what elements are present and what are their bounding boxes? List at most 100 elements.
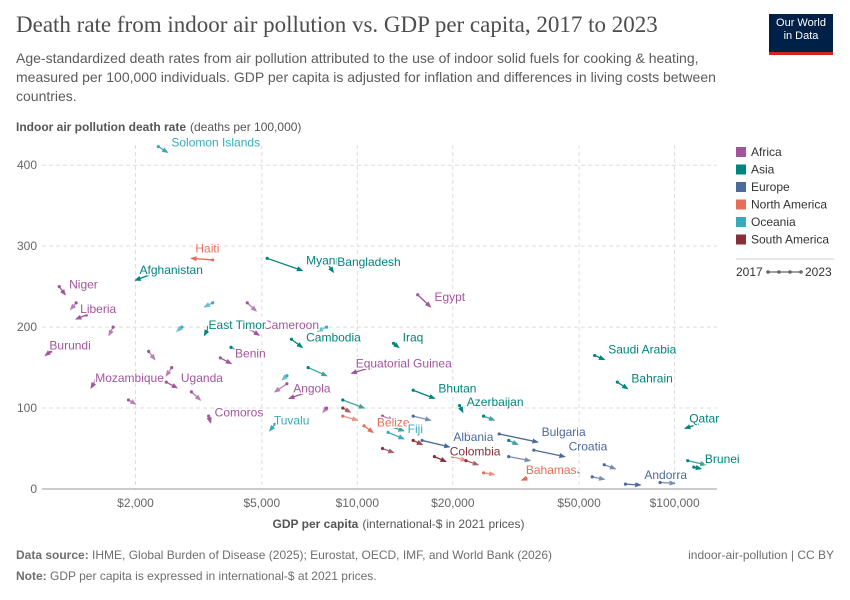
trajectory xyxy=(465,460,480,466)
trajectory xyxy=(412,389,436,399)
country-label: Bhutan xyxy=(438,381,476,395)
time-legend-dot xyxy=(788,270,792,274)
start-dot xyxy=(245,301,249,305)
trajectory xyxy=(594,354,606,361)
start-dot xyxy=(562,467,567,471)
country-label: Bahrain xyxy=(631,372,672,386)
country-label: Brunei xyxy=(705,452,740,466)
start-dot xyxy=(324,406,329,410)
trajectory xyxy=(342,415,359,422)
country-label: Bangladesh xyxy=(337,255,400,269)
start-dot xyxy=(273,422,277,426)
legend-label: South America xyxy=(751,233,829,247)
x-tick-label: $2,000 xyxy=(117,496,154,510)
start-dot xyxy=(411,414,415,418)
y-tick-label: 400 xyxy=(17,158,37,172)
start-dot xyxy=(74,301,78,305)
y-tick-label: 0 xyxy=(30,482,37,496)
start-dot xyxy=(94,378,98,382)
x-tick-label: $10,000 xyxy=(336,496,380,510)
source-label: Data source: xyxy=(16,548,89,562)
start-dot xyxy=(481,471,486,475)
start-dot xyxy=(411,388,415,392)
trajectory xyxy=(483,471,496,477)
legend-swatch xyxy=(736,199,746,210)
time-legend-end: 2023 xyxy=(805,265,832,279)
trajectory xyxy=(326,261,335,274)
legend-label: Asia xyxy=(751,163,775,177)
start-dot xyxy=(229,345,233,349)
start-dot xyxy=(380,414,385,418)
legend-swatch xyxy=(736,182,746,192)
start-dot xyxy=(524,476,528,481)
start-dot xyxy=(457,404,462,408)
start-dot xyxy=(695,422,700,426)
start-dot xyxy=(391,341,396,345)
start-dot xyxy=(289,337,294,341)
start-dot xyxy=(84,313,88,317)
trajectory xyxy=(421,439,451,449)
legend-swatch xyxy=(736,147,746,157)
trajectory xyxy=(413,415,432,422)
start-dot xyxy=(218,356,222,360)
start-dot xyxy=(623,482,628,486)
trajectory xyxy=(190,391,202,401)
start-dot xyxy=(341,398,345,402)
country-label: Egypt xyxy=(434,290,465,304)
trajectory xyxy=(483,415,496,421)
start-dot xyxy=(164,267,168,271)
country-label: Azerbaijan xyxy=(467,395,524,409)
start-dot xyxy=(380,422,385,426)
start-dot xyxy=(432,455,437,459)
x-tick-label: $100,000 xyxy=(650,496,700,510)
trajectory xyxy=(660,480,676,486)
start-dot xyxy=(126,398,131,402)
country-label: Fiji xyxy=(408,422,423,436)
trajectory xyxy=(58,286,66,296)
logo[interactable]: Our World in Data xyxy=(769,14,833,55)
trajectory xyxy=(273,383,288,393)
country-label: Mozambique xyxy=(95,371,164,385)
start-dot xyxy=(380,446,385,451)
time-legend-dot xyxy=(799,270,803,274)
country-label: Tuvalu xyxy=(274,414,310,428)
trajectory xyxy=(287,391,309,400)
chart-title: Death rate from indoor air pollution vs.… xyxy=(16,12,658,37)
start-dot xyxy=(341,406,345,410)
y-axis-label-main: Indoor air pollution death rate xyxy=(16,120,186,134)
trajectory xyxy=(604,464,617,470)
trajectory xyxy=(683,423,698,430)
start-dot xyxy=(180,325,184,329)
country-label: Haiti xyxy=(195,241,219,255)
start-dot xyxy=(306,365,310,370)
country-label: Afghanistan xyxy=(140,263,203,277)
start-dot xyxy=(590,475,594,479)
start-dot xyxy=(285,382,289,386)
trajectory xyxy=(342,399,366,409)
legend-label: North America xyxy=(751,198,827,212)
license[interactable]: indoor-air-pollution | CC BY xyxy=(688,548,834,562)
source-text: IHME, Global Burden of Disease (2025); E… xyxy=(92,548,553,562)
x-axis-label-main: GDP per capita xyxy=(273,517,359,531)
trajectory xyxy=(687,460,707,467)
trajectory xyxy=(508,439,519,446)
trajectory xyxy=(165,367,173,377)
y-tick-label: 100 xyxy=(17,401,37,415)
x-axis-label: GDP per capita (international-$ in 2021 p… xyxy=(273,517,525,531)
trajectory xyxy=(508,455,532,463)
y-tick-label: 300 xyxy=(17,239,37,253)
start-dot xyxy=(464,430,468,434)
trajectory xyxy=(190,256,213,262)
trajectory xyxy=(350,366,371,375)
x-tick-label: $20,000 xyxy=(431,496,475,510)
trajectory xyxy=(165,381,179,389)
country-label: Bahamas xyxy=(526,463,577,477)
start-dot xyxy=(507,455,511,459)
country-label: Myanmar xyxy=(306,253,356,267)
start-dot xyxy=(386,430,390,434)
trajectory xyxy=(219,357,233,365)
trajectory xyxy=(246,302,258,312)
start-dot xyxy=(497,432,501,436)
start-dot xyxy=(615,380,619,384)
x-axis-label-unit: (international-$ in 2021 prices) xyxy=(362,517,524,531)
